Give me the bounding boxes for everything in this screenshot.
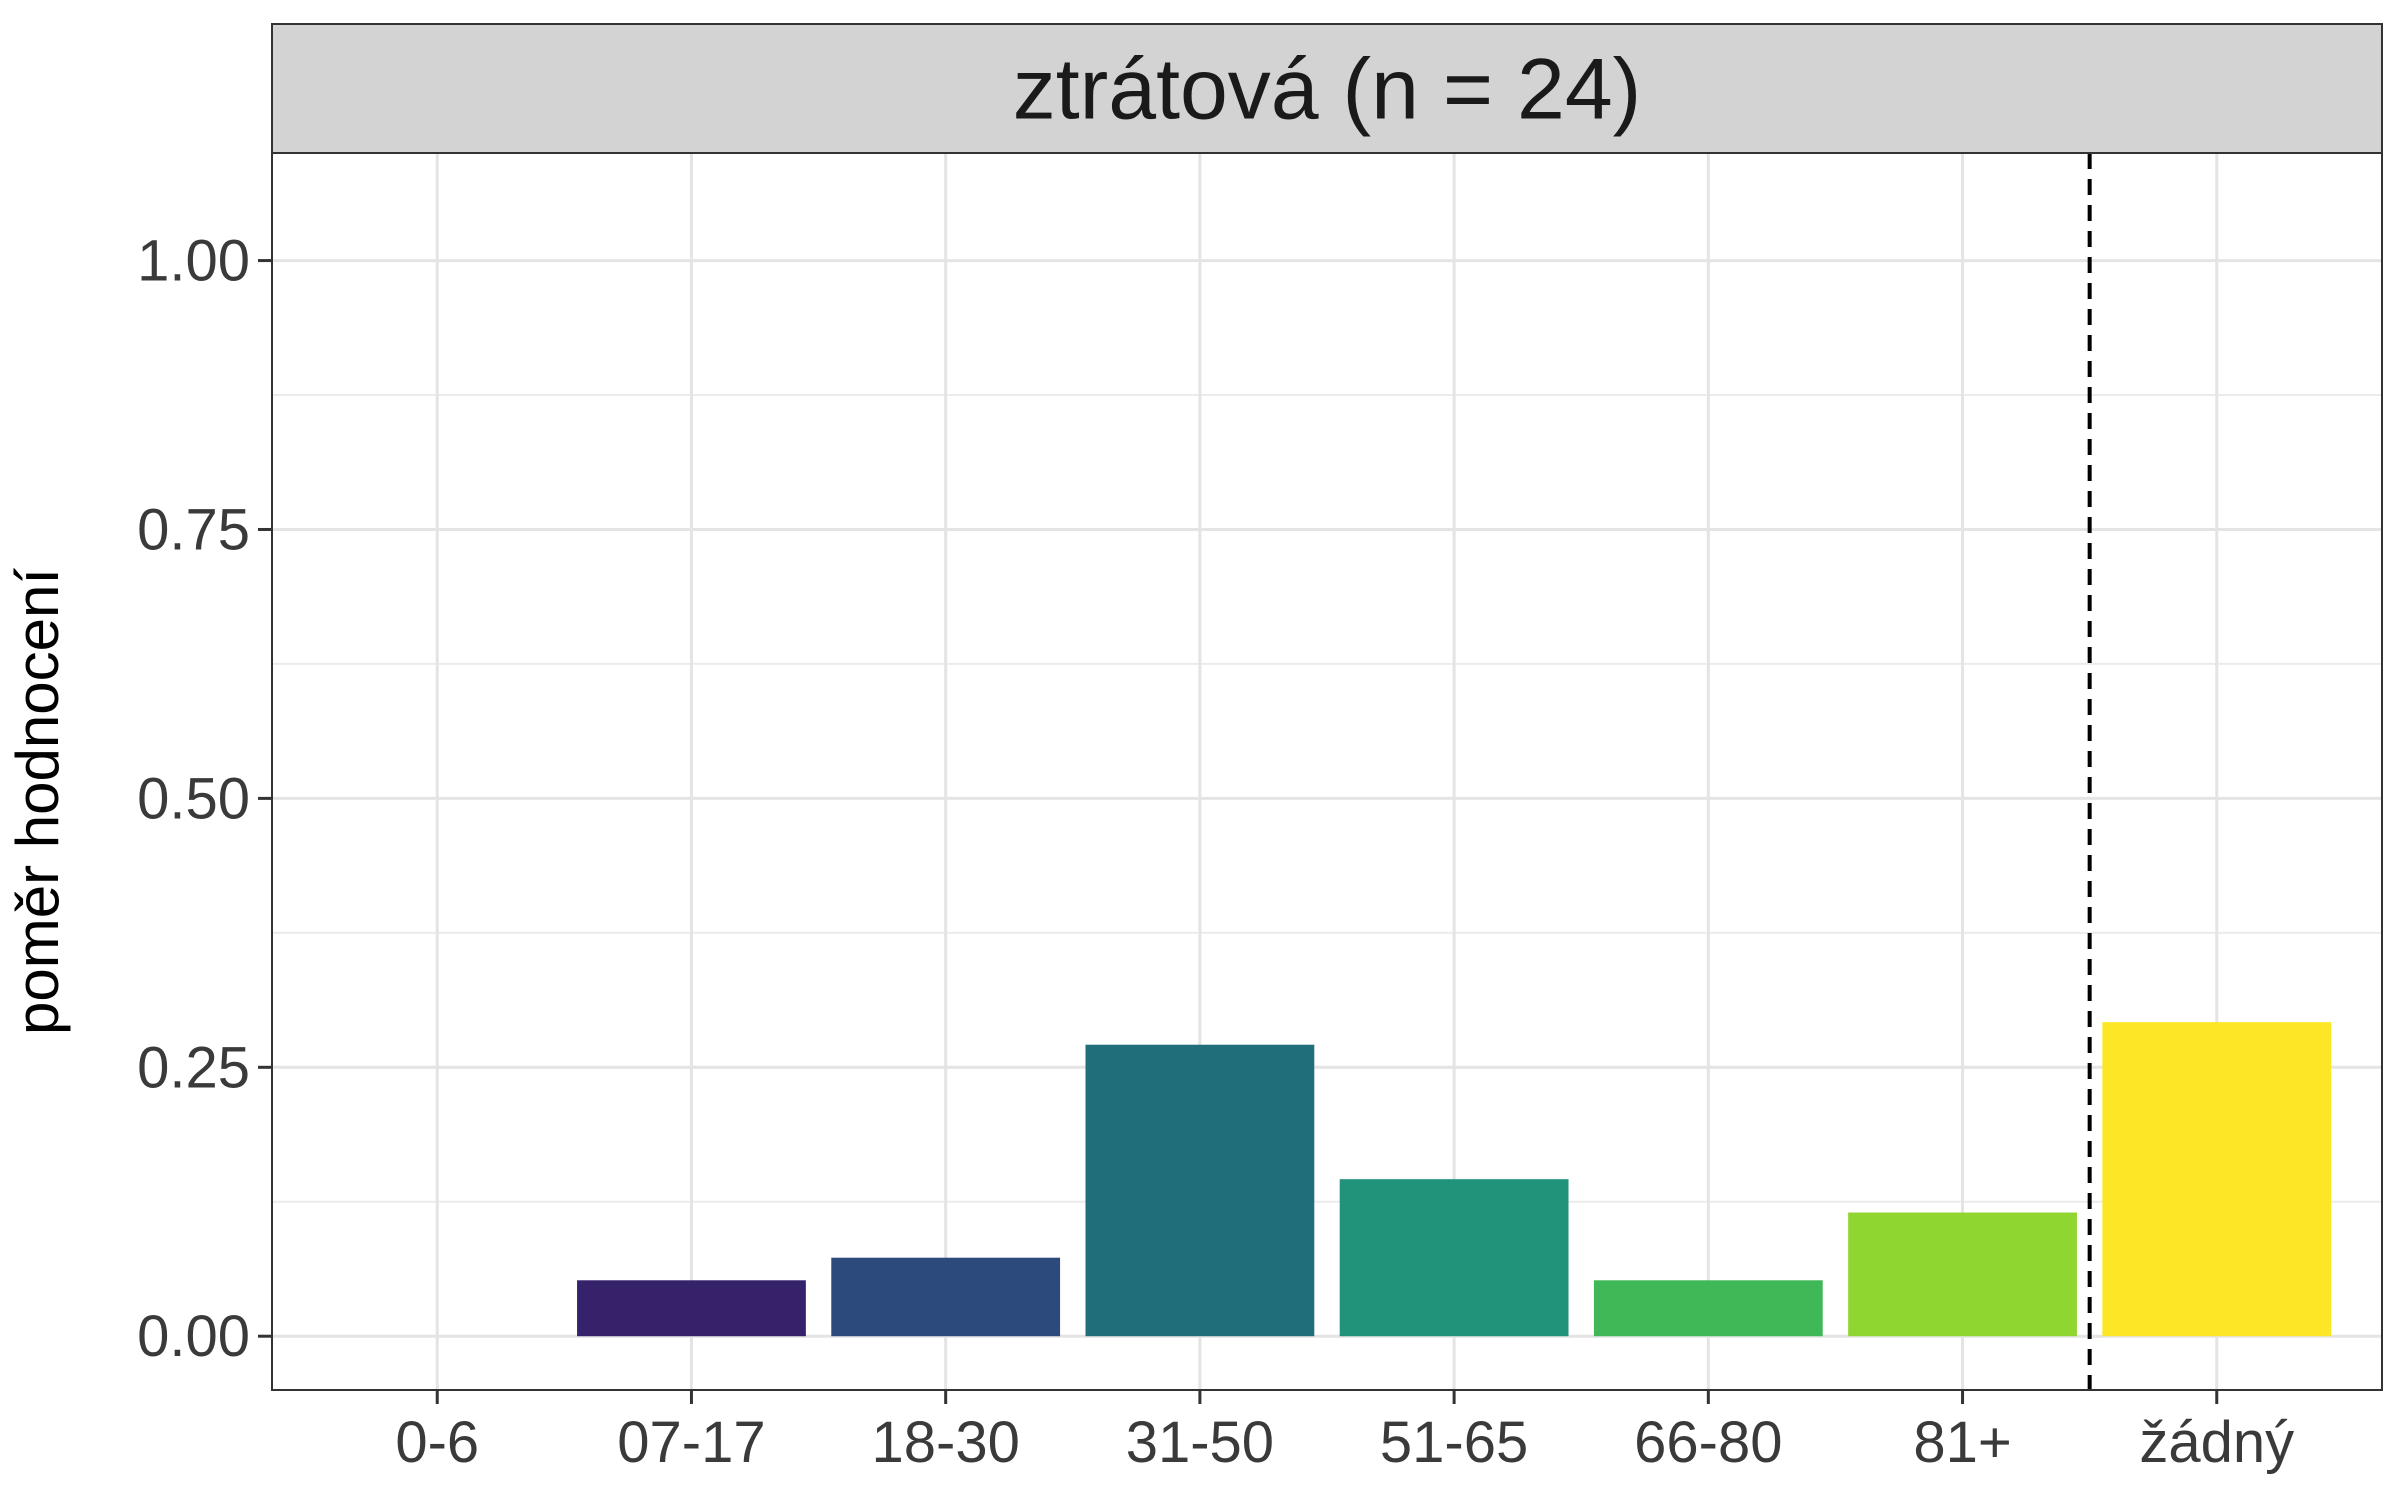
y-tick-label: 0.75 [137, 497, 250, 562]
x-tick-label-81+: 81+ [1913, 1410, 2011, 1475]
y-tick-label: 0.00 [137, 1304, 250, 1369]
facet-strip-background [271, 23, 2383, 154]
x-axis: 0-6 07-17 18-30 31-50 51-65 66-80 81+ žádný [395, 1390, 2294, 1475]
bar-18-30 [831, 1257, 1061, 1337]
x-tick-label-31-50: 31-50 [1126, 1410, 1274, 1475]
bar-51-65 [1339, 1179, 1569, 1337]
bar-žádný [2102, 1022, 2332, 1337]
bar-66-80 [1593, 1280, 1823, 1337]
x-tick-label-žádný: žádný [2139, 1410, 2294, 1475]
x-tick-label-0-6: 0-6 [395, 1410, 479, 1475]
bar-81+ [1848, 1212, 2077, 1337]
y-tick-label: 0.50 [137, 766, 250, 831]
y-tick-label: 0.25 [137, 1035, 250, 1100]
x-tick-label-66-80: 66-80 [1634, 1410, 1782, 1475]
major-grid [272, 153, 2382, 1390]
panel-border [271, 152, 2383, 1391]
minor-grid [272, 394, 2382, 1203]
facet-strip: ztrátová (n = 24) [271, 23, 2383, 154]
y-axis: 0.00 0.25 0.50 0.75 1.00 [137, 229, 272, 1369]
y-tick-label: 1.00 [137, 229, 250, 294]
x-tick-label-07-17: 07-17 [617, 1410, 765, 1475]
bar-07-17 [577, 1280, 806, 1337]
bar-31-50 [1085, 1044, 1315, 1337]
x-tick-label-18-30: 18-30 [872, 1410, 1020, 1475]
bars [577, 1022, 2332, 1337]
facet-strip-title: ztrátová (n = 24) [1013, 42, 1642, 138]
x-tick-label-51-65: 51-65 [1380, 1410, 1528, 1475]
y-axis-title: poměr hodnocení [4, 568, 71, 1035]
